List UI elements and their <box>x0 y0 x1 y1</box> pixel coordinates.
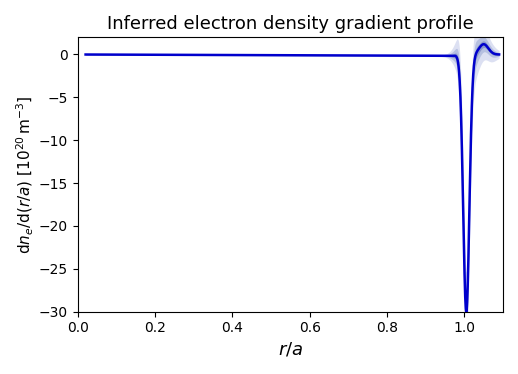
X-axis label: $r/a$: $r/a$ <box>278 341 303 359</box>
Title: Inferred electron density gradient profile: Inferred electron density gradient profi… <box>107 15 474 33</box>
Y-axis label: $\mathrm{d}n_e/\mathrm{d}(r/a)$ $[10^{20}\,\mathrm{m}^{-3}]$: $\mathrm{d}n_e/\mathrm{d}(r/a)$ $[10^{20… <box>15 95 36 254</box>
